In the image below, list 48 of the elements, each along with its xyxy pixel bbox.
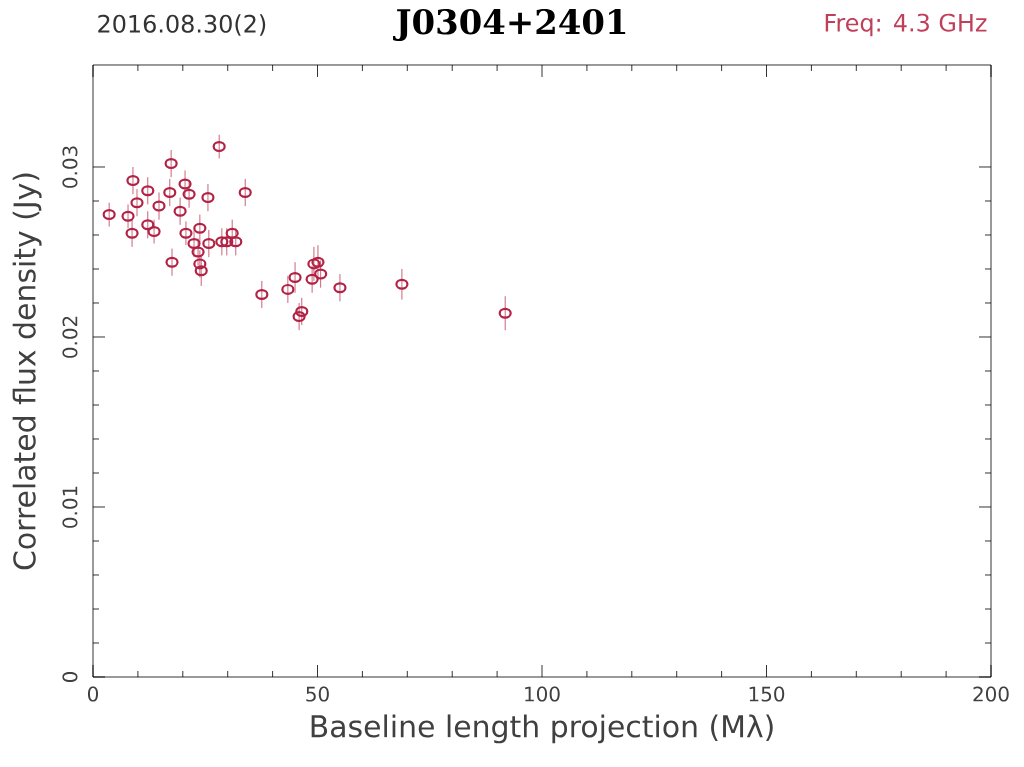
x-tick-label: 50 xyxy=(306,686,329,702)
y-axis-title: Correlated flux density (Jy) xyxy=(12,173,42,570)
point xyxy=(212,141,226,153)
point xyxy=(102,209,116,221)
point xyxy=(229,236,243,248)
point xyxy=(395,278,409,290)
point xyxy=(193,222,207,234)
point xyxy=(164,158,178,170)
point xyxy=(311,256,325,268)
point xyxy=(141,185,155,197)
point xyxy=(220,236,234,248)
x-tick-label: 100 xyxy=(525,686,560,702)
y-tick-label: 0.03 xyxy=(62,146,78,188)
point xyxy=(130,197,144,209)
x-tick-label: 150 xyxy=(749,686,785,702)
x-tick-label: 0 xyxy=(87,686,99,702)
point xyxy=(125,227,139,239)
y-tick-label: 0.01 xyxy=(62,486,78,528)
y-tick-label: 0 xyxy=(62,671,78,683)
point xyxy=(305,273,319,285)
point xyxy=(238,186,252,198)
point xyxy=(255,288,269,300)
point xyxy=(182,188,196,200)
y-tick-label: 0.02 xyxy=(62,316,78,358)
point xyxy=(193,258,207,270)
point xyxy=(152,200,166,212)
point xyxy=(173,205,187,217)
point xyxy=(163,186,177,198)
point xyxy=(126,175,140,187)
text: Freq: 4.3 GHz xyxy=(825,13,987,37)
point xyxy=(179,227,193,239)
x-tick-label: 200 xyxy=(973,686,1009,702)
point xyxy=(333,282,347,294)
point xyxy=(202,237,216,249)
x-axis-title: Baseline length projection (Mλ) xyxy=(311,714,773,744)
point xyxy=(498,307,512,319)
point xyxy=(121,210,135,222)
point xyxy=(201,192,215,204)
chart-title: J0304+2401 xyxy=(393,8,626,42)
point xyxy=(165,256,179,268)
point xyxy=(281,283,295,295)
point xyxy=(288,271,302,283)
text: 2016.08.30(2) xyxy=(98,14,266,36)
point xyxy=(307,258,321,270)
point xyxy=(187,237,201,249)
point xyxy=(178,178,192,190)
point xyxy=(225,227,239,239)
point xyxy=(215,236,229,248)
